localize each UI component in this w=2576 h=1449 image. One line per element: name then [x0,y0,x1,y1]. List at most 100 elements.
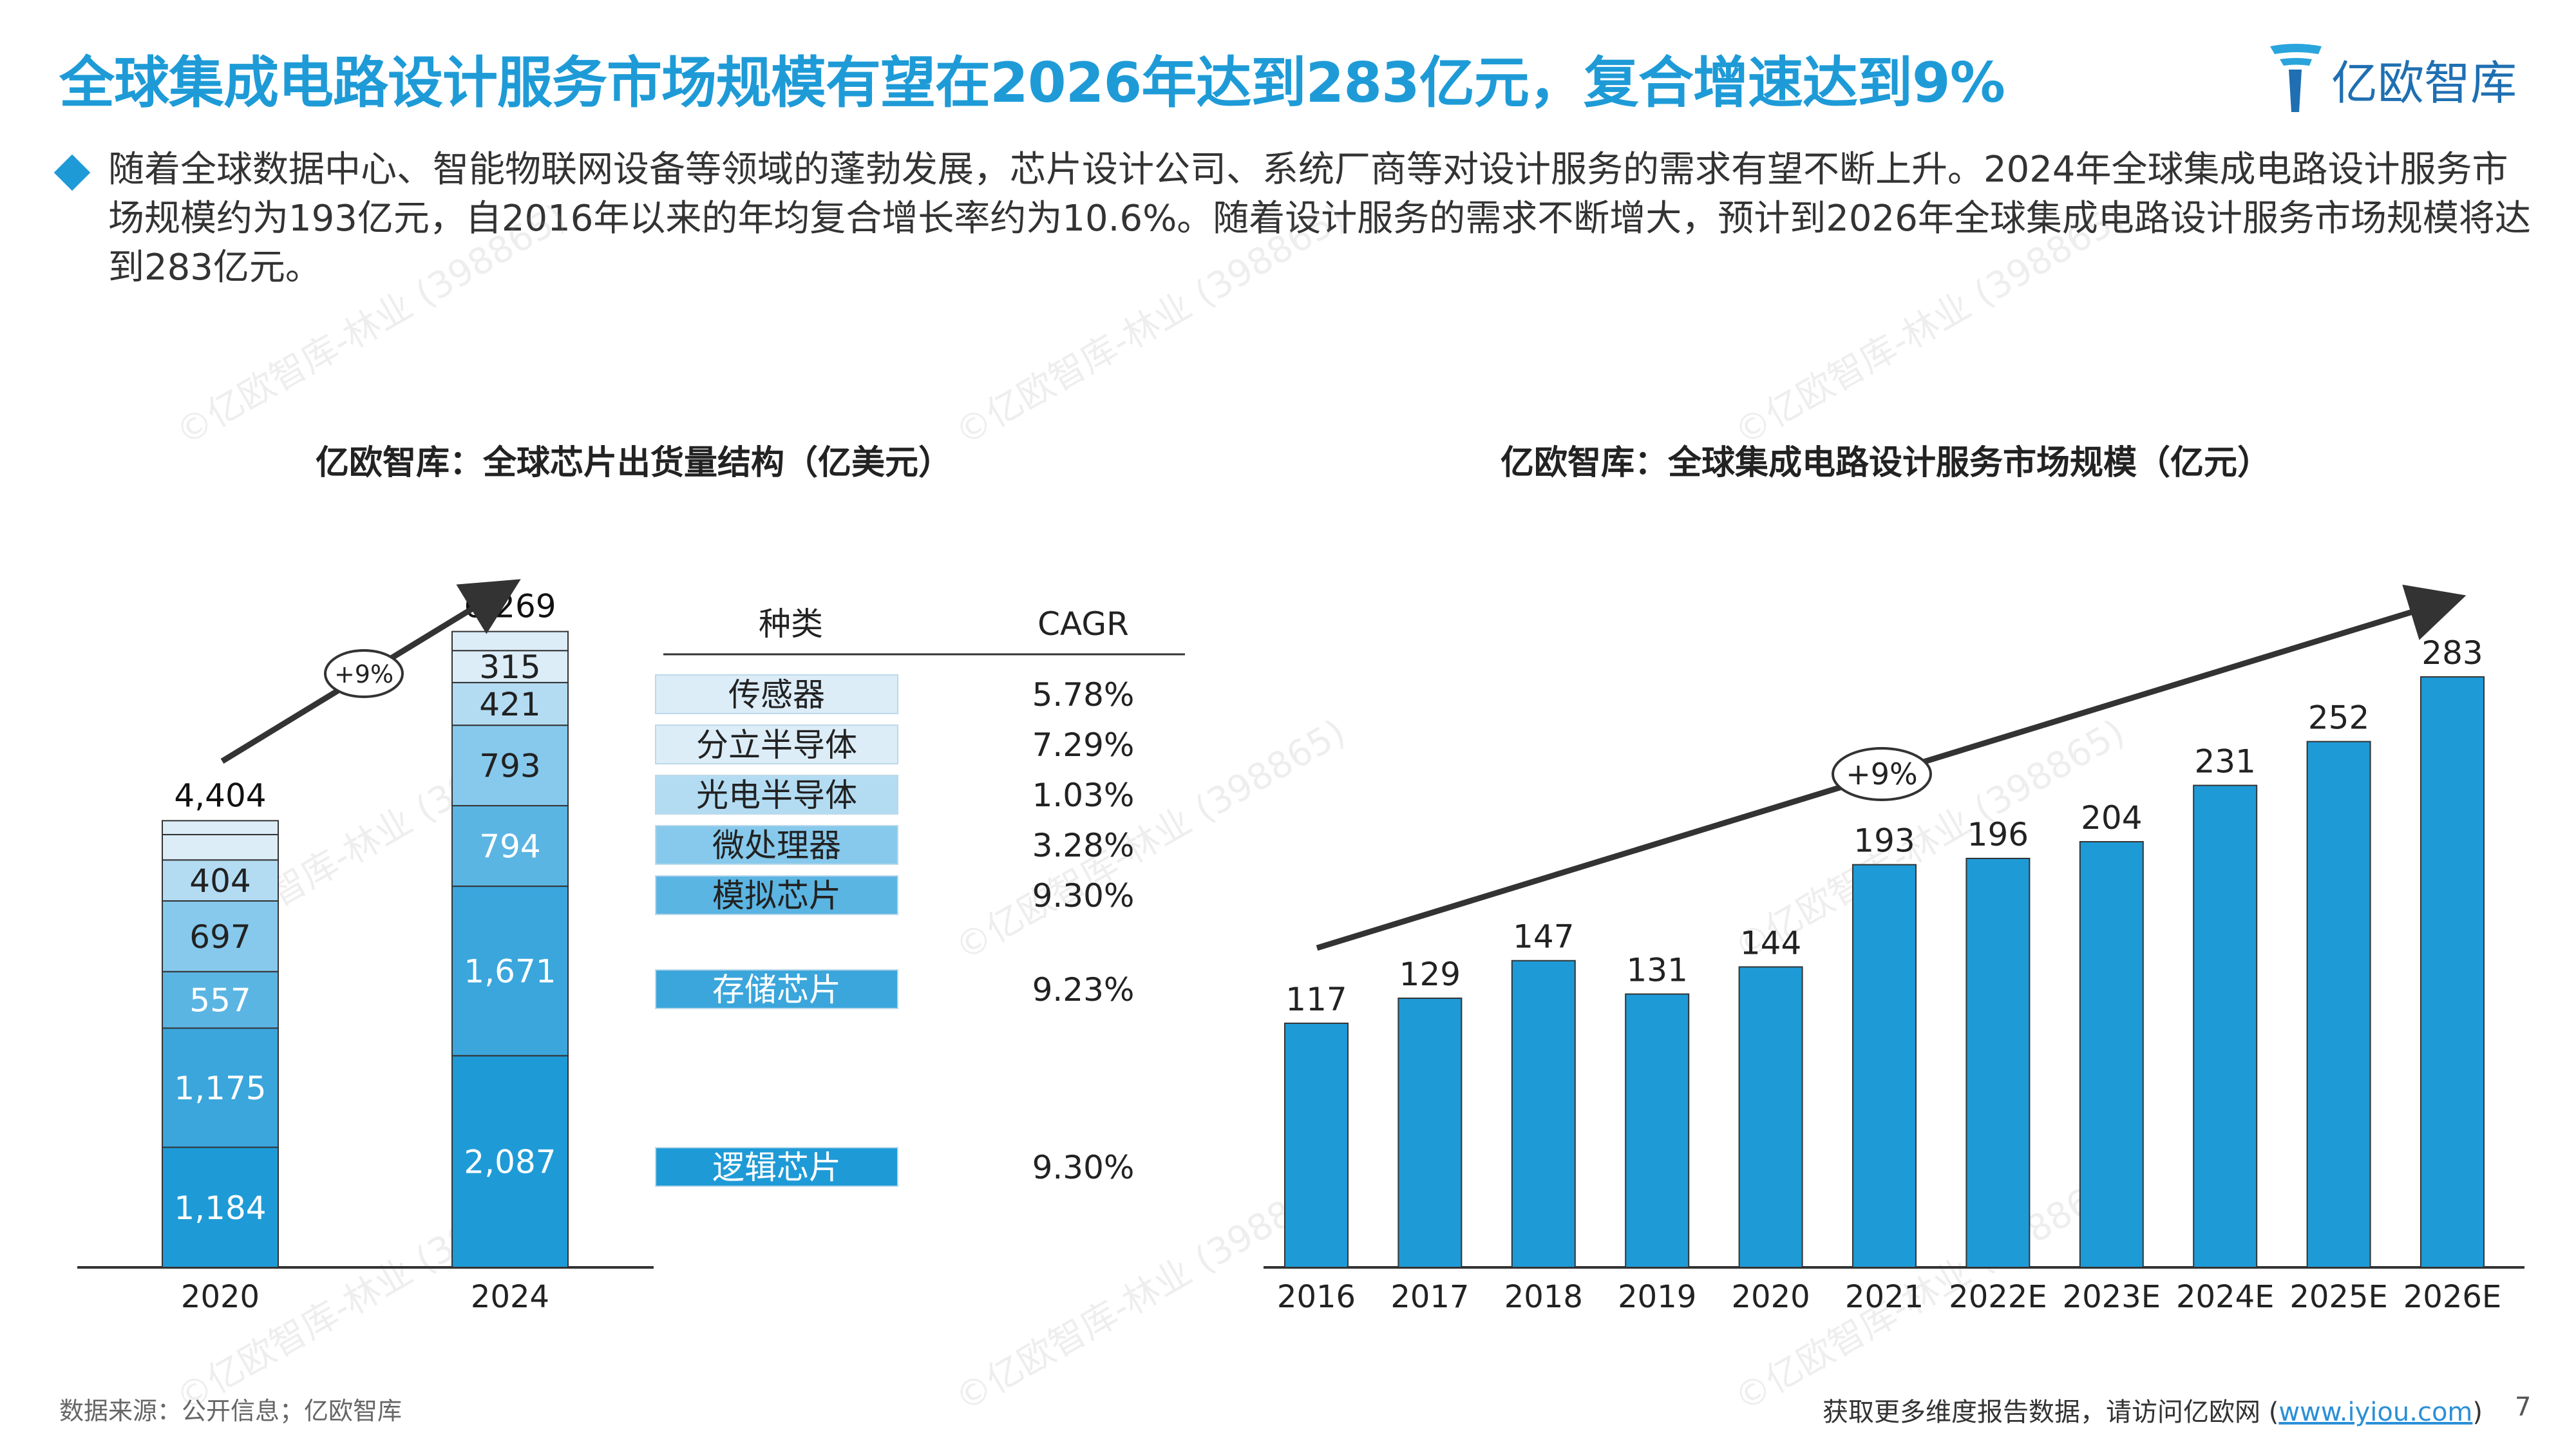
footer-close: ) [2472,1397,2483,1427]
stack-segment-2024-5 [451,650,569,683]
legend-swatch-5 [655,724,898,764]
bar-2024E [2193,784,2258,1269]
segment-label: 421 [479,686,540,723]
bar-value-label: 252 [2308,699,2369,737]
growth-badge [324,649,404,698]
description-text: 随着全球数据中心、智能物联网设备等领域的蓬勃发展，芯片设计公司、系统厂商等对设计… [108,149,2531,289]
stack-segment-2020-2 [162,971,279,1029]
legend-swatch-3 [655,825,898,865]
legend-label: 存储芯片 [712,971,841,1009]
segment-label: 794 [479,828,540,866]
stack-segment-2020-1 [162,1027,279,1148]
x-tick-label: 2023E [2063,1279,2161,1315]
segment-label: 2,087 [464,1144,556,1181]
table-header-cagr: CAGR [1037,605,1129,643]
bar-2018 [1511,960,1576,1268]
legend-cagr-value: 9.30% [1032,1149,1135,1186]
segment-label: 1,175 [174,1070,266,1107]
legend-swatch-1 [655,969,898,1009]
bar-2025E [2306,741,2371,1268]
segment-label: 1,184 [174,1189,266,1227]
logo-mark-icon [2270,44,2322,112]
x-tick-label: 2020 [181,1279,260,1315]
legend-swatch-4 [655,775,898,815]
legend-swatch-6 [655,674,898,714]
logo-text: 亿欧智库 [2331,56,2517,110]
legend-cagr-value: 9.23% [1032,971,1135,1009]
x-tick-label: 2026E [2403,1279,2501,1315]
page-number: 7 [2515,1392,2532,1422]
stack-segment-2024-3 [451,724,569,807]
bar-value-label: 131 [1626,952,1687,989]
left-chart-title: 亿欧智库：全球芯片出货量结构（亿美元） [316,444,952,482]
legend-swatch-0 [655,1147,898,1187]
growth-badge-label: +9% [1846,757,1918,791]
bar-value-label: 231 [2194,743,2255,781]
segment-label: 404 [189,862,251,900]
x-tick-label: 2019 [1618,1279,1696,1315]
bar-2020 [1738,966,1803,1268]
stack-segment-2024-2 [451,805,569,887]
stack-segment-2020-0 [162,1146,279,1269]
bar-2026E [2420,676,2485,1268]
x-tick-label: 2024 [471,1279,549,1315]
legend-cagr-value: 1.03% [1032,777,1135,814]
stack-segment-2024-0 [451,1055,569,1268]
bar-2022E [1965,857,2031,1268]
bar-2023E [2079,841,2144,1269]
bar-value-label: 204 [2081,799,2142,837]
footer-text: 获取更多维度报告数据，请访问亿欧网 (www.iyiou.com) [1823,1391,2483,1428]
stack-segment-2024-1 [451,886,569,1057]
logo: 亿欧智库 [2267,40,2544,117]
bar-2017 [1397,998,1463,1269]
x-tick-label: 2022E [1949,1279,2047,1315]
stack-segment-2024-4 [451,681,569,726]
bar-2016 [1284,1022,1349,1269]
growth-badge [1832,747,1932,801]
legend-cagr-value: 5.78% [1032,676,1135,714]
stack-segment-2020-3 [162,900,279,972]
legend-label: 光电半导体 [696,777,857,814]
legend-label: 分立半导体 [696,726,857,764]
bar-value-label: 196 [1967,816,2029,853]
right-chart-title: 亿欧智库：全球集成电路设计服务市场规模（亿元） [1501,444,2271,482]
data-source: 数据来源：公开信息；亿欧智库 [59,1397,402,1425]
stack-segment-2020-5 [162,833,279,861]
bar-2021 [1852,864,1917,1269]
bar-value-label: 147 [1513,918,1574,956]
footer-link[interactable]: www.iyiou.com [2278,1397,2473,1427]
segment-label: 315 [479,649,540,686]
stack-segment-2024-6 [451,630,569,652]
growth-badge-label: +9% [334,660,393,688]
x-tick-label: 2025E [2289,1279,2387,1315]
x-tick-label: 2020 [1732,1279,1810,1315]
segment-label: 1,671 [464,953,556,990]
segment-label: 793 [479,748,540,785]
table-header-type: 种类 [759,605,823,643]
legend-label: 模拟芯片 [712,877,841,914]
legend-swatch-2 [655,875,898,915]
bar-value-label: 144 [1740,924,1801,961]
x-tick-label: 2016 [1277,1279,1356,1315]
bar-2019 [1625,993,1690,1269]
legend-label: 传感器 [728,676,825,714]
legend-label: 微处理器 [712,827,841,864]
segment-label: 557 [189,982,251,1019]
x-tick-label: 2024E [2176,1279,2274,1315]
segment-label: 697 [189,918,251,956]
x-tick-label: 2021 [1845,1279,1924,1315]
bar-value-label: 117 [1285,981,1347,1018]
legend-cagr-value: 9.30% [1032,877,1135,914]
x-tick-label: 2018 [1504,1279,1583,1315]
stack-segment-2020-4 [162,859,279,902]
bar-value-label: 193 [1853,822,1915,860]
legend-cagr-value: 3.28% [1032,827,1135,864]
legend-label: 逻辑芯片 [712,1149,841,1186]
bar-value-label: 283 [2421,634,2483,672]
footer-label: 获取更多维度报告数据，请访问亿欧网 ( [1823,1397,2279,1427]
x-tick-label: 2017 [1390,1279,1469,1315]
legend-cagr-value: 7.29% [1032,726,1135,764]
stack-segment-2020-6 [162,820,279,835]
bar-total-label: 4,404 [174,777,266,814]
